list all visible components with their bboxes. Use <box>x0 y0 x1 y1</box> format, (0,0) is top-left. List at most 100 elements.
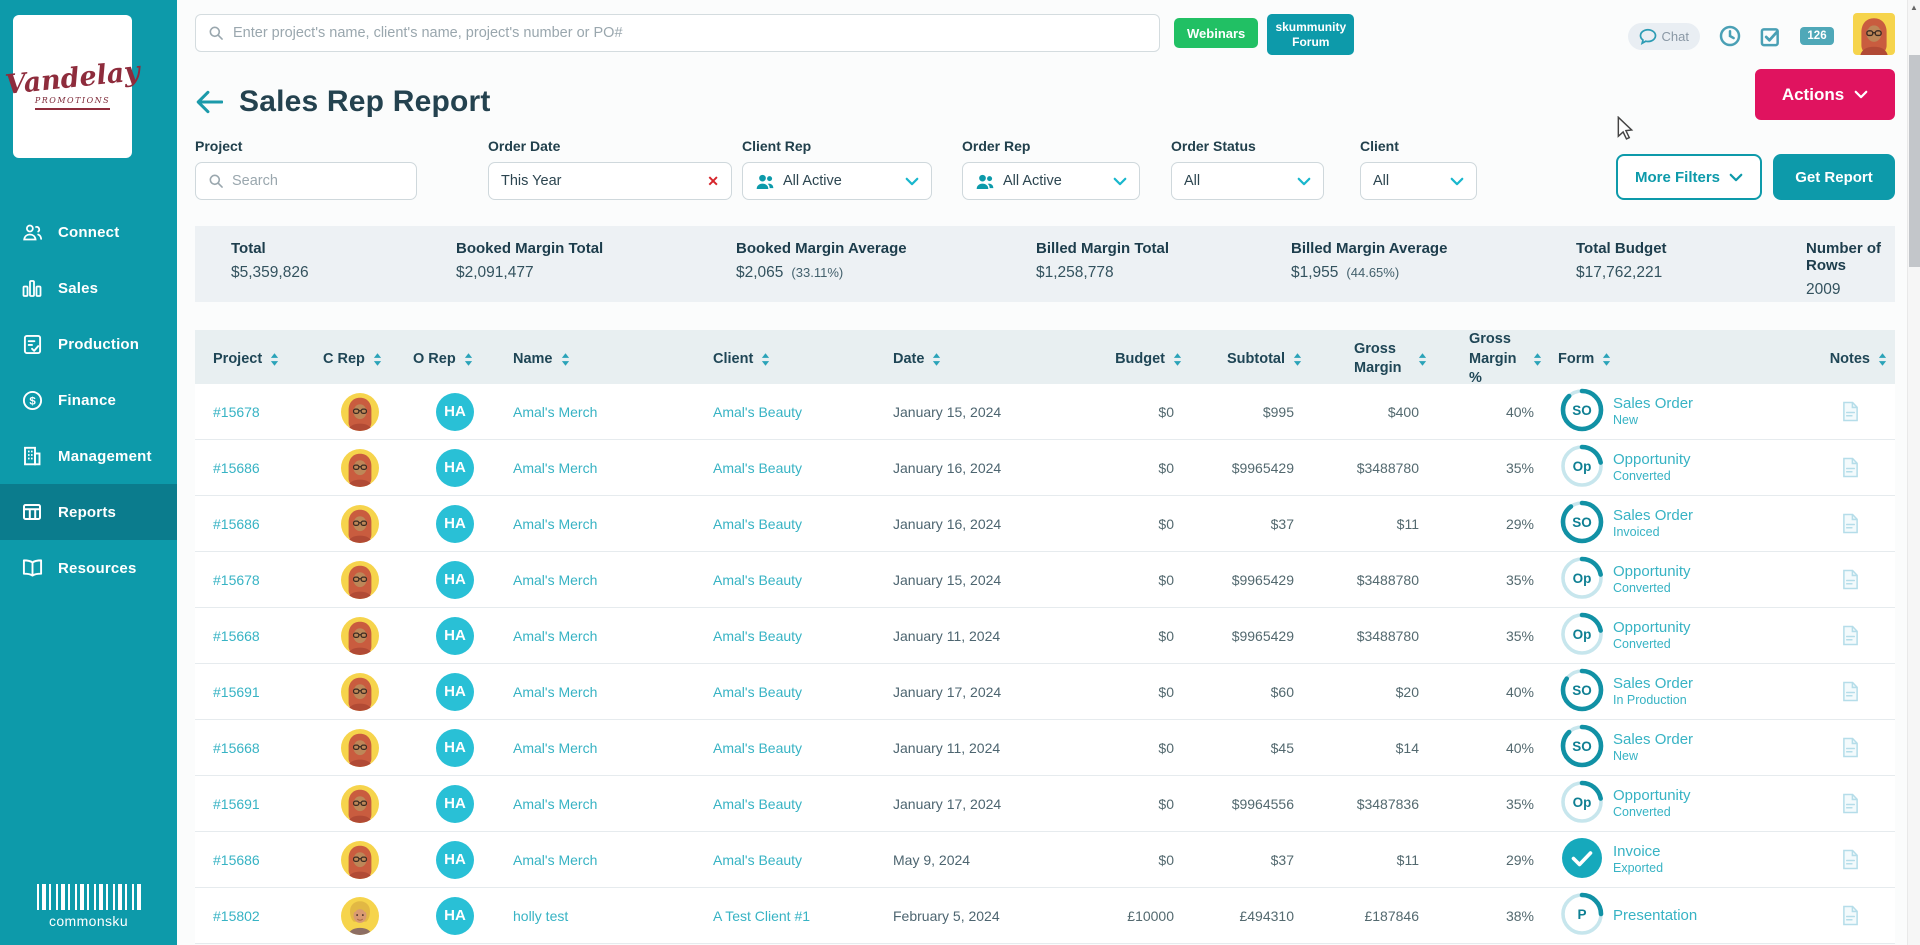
form-type-link[interactable]: Opportunity <box>1613 563 1691 580</box>
scrollbar-up-arrow[interactable]: ▲ <box>1910 3 1918 12</box>
col-header-project[interactable]: Project <box>195 351 315 367</box>
order-rep-avatar[interactable]: HA <box>436 840 474 879</box>
form-progress-badge[interactable]: SO <box>1560 388 1604 435</box>
filter-control-client[interactable]: All <box>1360 162 1477 200</box>
form-type-link[interactable]: Opportunity <box>1613 619 1691 636</box>
form-type-link[interactable]: Invoice <box>1613 843 1661 860</box>
project-name-link[interactable]: Amal's Merch <box>513 851 598 868</box>
col-header-date[interactable]: Date <box>885 351 1085 367</box>
project-link[interactable]: #15691 <box>213 683 260 700</box>
form-type-link[interactable]: Opportunity <box>1613 787 1691 804</box>
note-icon[interactable] <box>1842 569 1859 590</box>
client-rep-avatar[interactable] <box>341 560 379 599</box>
client-link[interactable]: Amal's Beauty <box>713 515 803 532</box>
col-header-o-rep[interactable]: O Rep <box>405 351 505 367</box>
client-link[interactable]: Amal's Beauty <box>713 571 803 588</box>
project-name-link[interactable]: Amal's Merch <box>513 403 598 420</box>
form-progress-badge[interactable]: P <box>1560 892 1604 939</box>
order-rep-avatar[interactable]: HA <box>436 504 474 543</box>
form-progress-badge[interactable]: Op <box>1560 444 1604 491</box>
form-type-link[interactable]: Sales Order <box>1613 507 1694 524</box>
note-icon[interactable] <box>1842 737 1859 758</box>
filter-control-order-date[interactable]: This Year ✕ <box>488 162 732 200</box>
tasks-checkbox-icon[interactable] <box>1760 26 1781 47</box>
clock-icon[interactable] <box>1719 25 1741 47</box>
clear-filter-icon[interactable]: ✕ <box>707 172 719 189</box>
actions-button[interactable]: Actions <box>1755 69 1895 120</box>
order-rep-avatar[interactable]: HA <box>436 672 474 711</box>
sidebar-item-resources[interactable]: Resources <box>0 540 177 596</box>
client-rep-avatar[interactable] <box>341 840 379 879</box>
client-link[interactable]: Amal's Beauty <box>713 795 803 812</box>
skummunity-forum-button[interactable]: skummunity Forum <box>1267 14 1355 55</box>
invoice-check-badge[interactable] <box>1560 836 1604 883</box>
project-link[interactable]: #15686 <box>213 851 260 868</box>
filter-control-order-status[interactable]: All <box>1171 162 1324 200</box>
client-link[interactable]: Amal's Beauty <box>713 683 803 700</box>
project-link[interactable]: #15678 <box>213 571 260 588</box>
client-rep-avatar[interactable] <box>341 392 379 431</box>
more-filters-button[interactable]: More Filters <box>1616 154 1762 200</box>
note-icon[interactable] <box>1842 513 1859 534</box>
form-progress-badge[interactable]: SO <box>1560 724 1604 771</box>
project-link[interactable]: #15802 <box>213 907 260 924</box>
form-type-link[interactable]: Sales Order <box>1613 675 1694 692</box>
client-rep-avatar[interactable] <box>341 504 379 543</box>
col-header-subtotal[interactable]: Subtotal <box>1190 351 1310 367</box>
project-name-link[interactable]: Amal's Merch <box>513 683 598 700</box>
project-link[interactable]: #15668 <box>213 739 260 756</box>
note-icon[interactable] <box>1842 793 1859 814</box>
col-header-name[interactable]: Name <box>505 351 705 367</box>
col-header-gross-margin[interactable]: Gross Margin % <box>1435 330 1550 389</box>
webinars-button[interactable]: Webinars <box>1174 18 1259 48</box>
client-link[interactable]: A Test Client #1 <box>713 907 811 924</box>
filter-control-project[interactable]: Search <box>195 162 417 200</box>
order-rep-avatar[interactable]: HA <box>436 616 474 655</box>
note-icon[interactable] <box>1842 401 1859 422</box>
sidebar-item-reports[interactable]: Reports <box>0 484 177 540</box>
project-name-link[interactable]: Amal's Merch <box>513 459 598 476</box>
filter-control-order-rep[interactable]: All Active <box>962 162 1140 200</box>
note-icon[interactable] <box>1842 905 1859 926</box>
form-type-link[interactable]: Sales Order <box>1613 731 1694 748</box>
order-rep-avatar[interactable]: HA <box>436 728 474 767</box>
back-arrow-icon[interactable] <box>195 90 223 114</box>
client-link[interactable]: Amal's Beauty <box>713 459 803 476</box>
user-avatar[interactable] <box>1853 13 1895 55</box>
note-icon[interactable] <box>1842 681 1859 702</box>
filter-control-client-rep[interactable]: All Active <box>742 162 932 200</box>
col-header-gross-margin[interactable]: Gross Margin <box>1310 340 1435 379</box>
project-link[interactable]: #15686 <box>213 459 260 476</box>
client-link[interactable]: Amal's Beauty <box>713 739 803 756</box>
col-header-form[interactable]: Form <box>1550 351 1755 367</box>
col-header-notes[interactable]: Notes <box>1755 351 1895 367</box>
sidebar-item-finance[interactable]: $ Finance <box>0 372 177 428</box>
client-rep-avatar[interactable] <box>341 672 379 711</box>
client-link[interactable]: Amal's Beauty <box>713 403 803 420</box>
order-rep-avatar[interactable]: HA <box>436 896 474 935</box>
order-rep-avatar[interactable]: HA <box>436 560 474 599</box>
note-icon[interactable] <box>1842 849 1859 870</box>
project-name-link[interactable]: holly test <box>513 907 569 924</box>
form-type-link[interactable]: Sales Order <box>1613 395 1694 412</box>
note-icon[interactable] <box>1842 457 1859 478</box>
company-logo[interactable]: Vandelay PROMOTIONS <box>4 15 141 158</box>
scrollbar-thumb[interactable] <box>1909 55 1920 267</box>
client-link[interactable]: Amal's Beauty <box>713 627 803 644</box>
global-search-input[interactable] <box>233 25 1147 41</box>
scrollbar[interactable]: ▲ <box>1907 0 1920 945</box>
col-header-budget[interactable]: Budget <box>1085 351 1190 367</box>
get-report-button[interactable]: Get Report <box>1773 154 1895 200</box>
note-icon[interactable] <box>1842 625 1859 646</box>
project-name-link[interactable]: Amal's Merch <box>513 739 598 756</box>
project-link[interactable]: #15668 <box>213 627 260 644</box>
form-progress-badge[interactable]: Op <box>1560 556 1604 603</box>
notification-badge[interactable]: 126 <box>1800 27 1834 45</box>
form-progress-badge[interactable]: Op <box>1560 612 1604 659</box>
project-name-link[interactable]: Amal's Merch <box>513 795 598 812</box>
client-rep-avatar[interactable] <box>341 896 379 935</box>
form-type-link[interactable]: Opportunity <box>1613 451 1691 468</box>
project-link[interactable]: #15678 <box>213 403 260 420</box>
col-header-client[interactable]: Client <box>705 351 885 367</box>
order-rep-avatar[interactable]: HA <box>436 392 474 431</box>
